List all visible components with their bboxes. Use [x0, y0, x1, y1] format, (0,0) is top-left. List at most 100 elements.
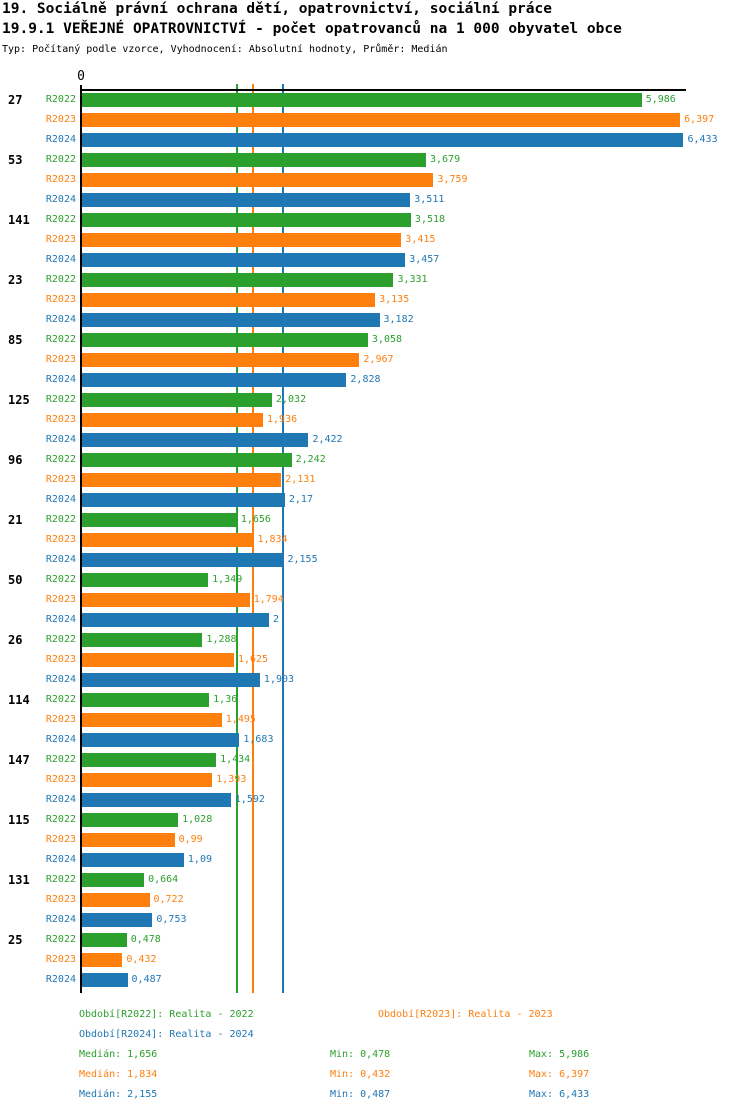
bar-group: 26 R2022 1,288 R2023 1,625 R2024 1,903: [0, 633, 750, 693]
chart-meta-line: Typ: Počítaný podle vzorce, Vyhodnocení:…: [2, 44, 448, 55]
stat-max-r2024: Max: 6,433: [529, 1089, 590, 1100]
series-label: R2022: [45, 634, 76, 645]
value-label: 3,415: [405, 234, 436, 245]
value-bar: [82, 93, 642, 107]
bar-row: R2022 1,434: [0, 753, 750, 767]
stat-max-r2022: Max: 5,986: [529, 1049, 590, 1060]
bar-group: 53 R2022 3,679 R2023 3,759 R2024 3,511: [0, 153, 750, 213]
value-bar: [82, 913, 153, 927]
stat-max-r2023: Max: 6,397: [529, 1069, 590, 1080]
bar-row: R2023 0,99: [0, 833, 750, 847]
value-bar: [82, 113, 681, 127]
value-bar: [82, 813, 179, 827]
stat-min-r2023: Min: 0,432: [330, 1069, 391, 1080]
series-label: R2024: [45, 134, 76, 145]
value-bar: [82, 133, 684, 147]
value-label: 3,679: [429, 154, 461, 165]
value-bar: [82, 473, 282, 487]
category-label: 23: [8, 273, 23, 287]
value-label: 2,17: [288, 494, 313, 505]
bar-row: R2022 3,331: [0, 273, 750, 287]
value-label: 1,495: [225, 714, 256, 725]
value-bar: [82, 933, 127, 947]
series-label: R2022: [45, 154, 76, 165]
value-bar: [82, 833, 175, 847]
bar-group: 85 R2022 3,058 R2023 2,967 R2024 2,828: [0, 333, 750, 393]
bar-row: R2023 2,967: [0, 353, 750, 367]
value-bar: [82, 353, 360, 367]
bar-row: R2023 6,397: [0, 113, 750, 127]
series-label: R2024: [45, 314, 76, 325]
value-bar: [82, 373, 347, 387]
bar-row: R2023 1,393: [0, 773, 750, 787]
bar-group: 96 R2022 2,242 R2023 2,131 R2024 2,17: [0, 453, 750, 513]
series-label: R2024: [45, 554, 76, 565]
series-label: R2024: [45, 674, 76, 685]
bar-row: R2022 5,986: [0, 93, 750, 107]
bar-group: 50 R2022 1,349 R2023 1,794 R2024 2: [0, 573, 750, 633]
bar-group: 114 R2022 1,36 R2023 1,495 R2024 1,683: [0, 693, 750, 753]
value-label: 0,722: [153, 894, 184, 905]
value-bar: [82, 273, 394, 287]
bar-row: R2022 2,242: [0, 453, 750, 467]
bar-row: R2023 3,415: [0, 233, 750, 247]
bar-row: R2022 1,349: [0, 573, 750, 587]
bar-row: R2022 0,664: [0, 873, 750, 887]
value-bar: [82, 793, 231, 807]
value-bar: [82, 493, 285, 507]
value-label: 2,422: [312, 434, 343, 445]
series-label: R2023: [45, 894, 76, 905]
value-label: 1,36: [213, 694, 238, 705]
value-bar: [82, 733, 240, 747]
series-label: R2024: [45, 794, 76, 805]
value-label: 2: [273, 614, 280, 625]
series-label: R2023: [45, 114, 76, 125]
value-bar: [82, 333, 368, 347]
bar-row: R2022 2,032: [0, 393, 750, 407]
category-label: 131: [8, 873, 30, 887]
value-bar: [82, 233, 402, 247]
series-label: R2023: [45, 774, 76, 785]
bar-row: R2024 2,17: [0, 493, 750, 507]
bar-row: R2022 1,656: [0, 513, 750, 527]
bar-row: R2024 3,511: [0, 193, 750, 207]
stat-median-r2023: Medián: 1,834: [79, 1069, 158, 1080]
stat-min-r2024: Min: 0,487: [330, 1089, 391, 1100]
series-label: R2024: [45, 254, 76, 265]
series-label: R2023: [45, 354, 76, 365]
bar-row: R2022 1,028: [0, 813, 750, 827]
bar-row: R2023 3,759: [0, 173, 750, 187]
series-label: R2024: [45, 614, 76, 625]
value-label: 3,457: [409, 254, 440, 265]
category-label: 26: [8, 633, 23, 647]
stat-median-r2024: Medián: 2,155: [79, 1089, 158, 1100]
value-label: 1,656: [240, 514, 271, 525]
series-label: R2022: [45, 574, 76, 585]
stat-min-r2022: Min: 0,478: [330, 1049, 391, 1060]
value-label: 1,592: [234, 794, 265, 805]
bar-group: 125 R2022 2,032 R2023 1,936 R2024 2,422: [0, 393, 750, 453]
bar-row: R2024 0,753: [0, 913, 750, 927]
value-label: 5,986: [645, 94, 676, 105]
value-bar: [82, 213, 411, 227]
value-bar: [82, 873, 145, 887]
series-label: R2024: [45, 734, 76, 745]
series-label: R2023: [45, 294, 76, 305]
value-label: 0,487: [131, 974, 162, 985]
median-line-r2023: [252, 84, 255, 993]
bar-group: 25 R2022 0,478 R2023 0,432 R2024 0,487: [0, 933, 750, 993]
value-label: 3,135: [379, 294, 410, 305]
value-bar: [82, 313, 380, 327]
value-bar: [82, 853, 184, 867]
series-label: R2022: [45, 394, 76, 405]
value-label: 1,683: [243, 734, 274, 745]
value-bar: [82, 593, 250, 607]
bar-row: R2023 1,936: [0, 413, 750, 427]
series-label: R2022: [45, 334, 76, 345]
series-label: R2022: [45, 934, 76, 945]
value-label: 2,032: [275, 394, 307, 405]
series-label: R2024: [45, 854, 76, 865]
value-label: 1,349: [212, 574, 243, 585]
bar-row: R2024 1,683: [0, 733, 750, 747]
value-label: 1,288: [206, 634, 237, 645]
